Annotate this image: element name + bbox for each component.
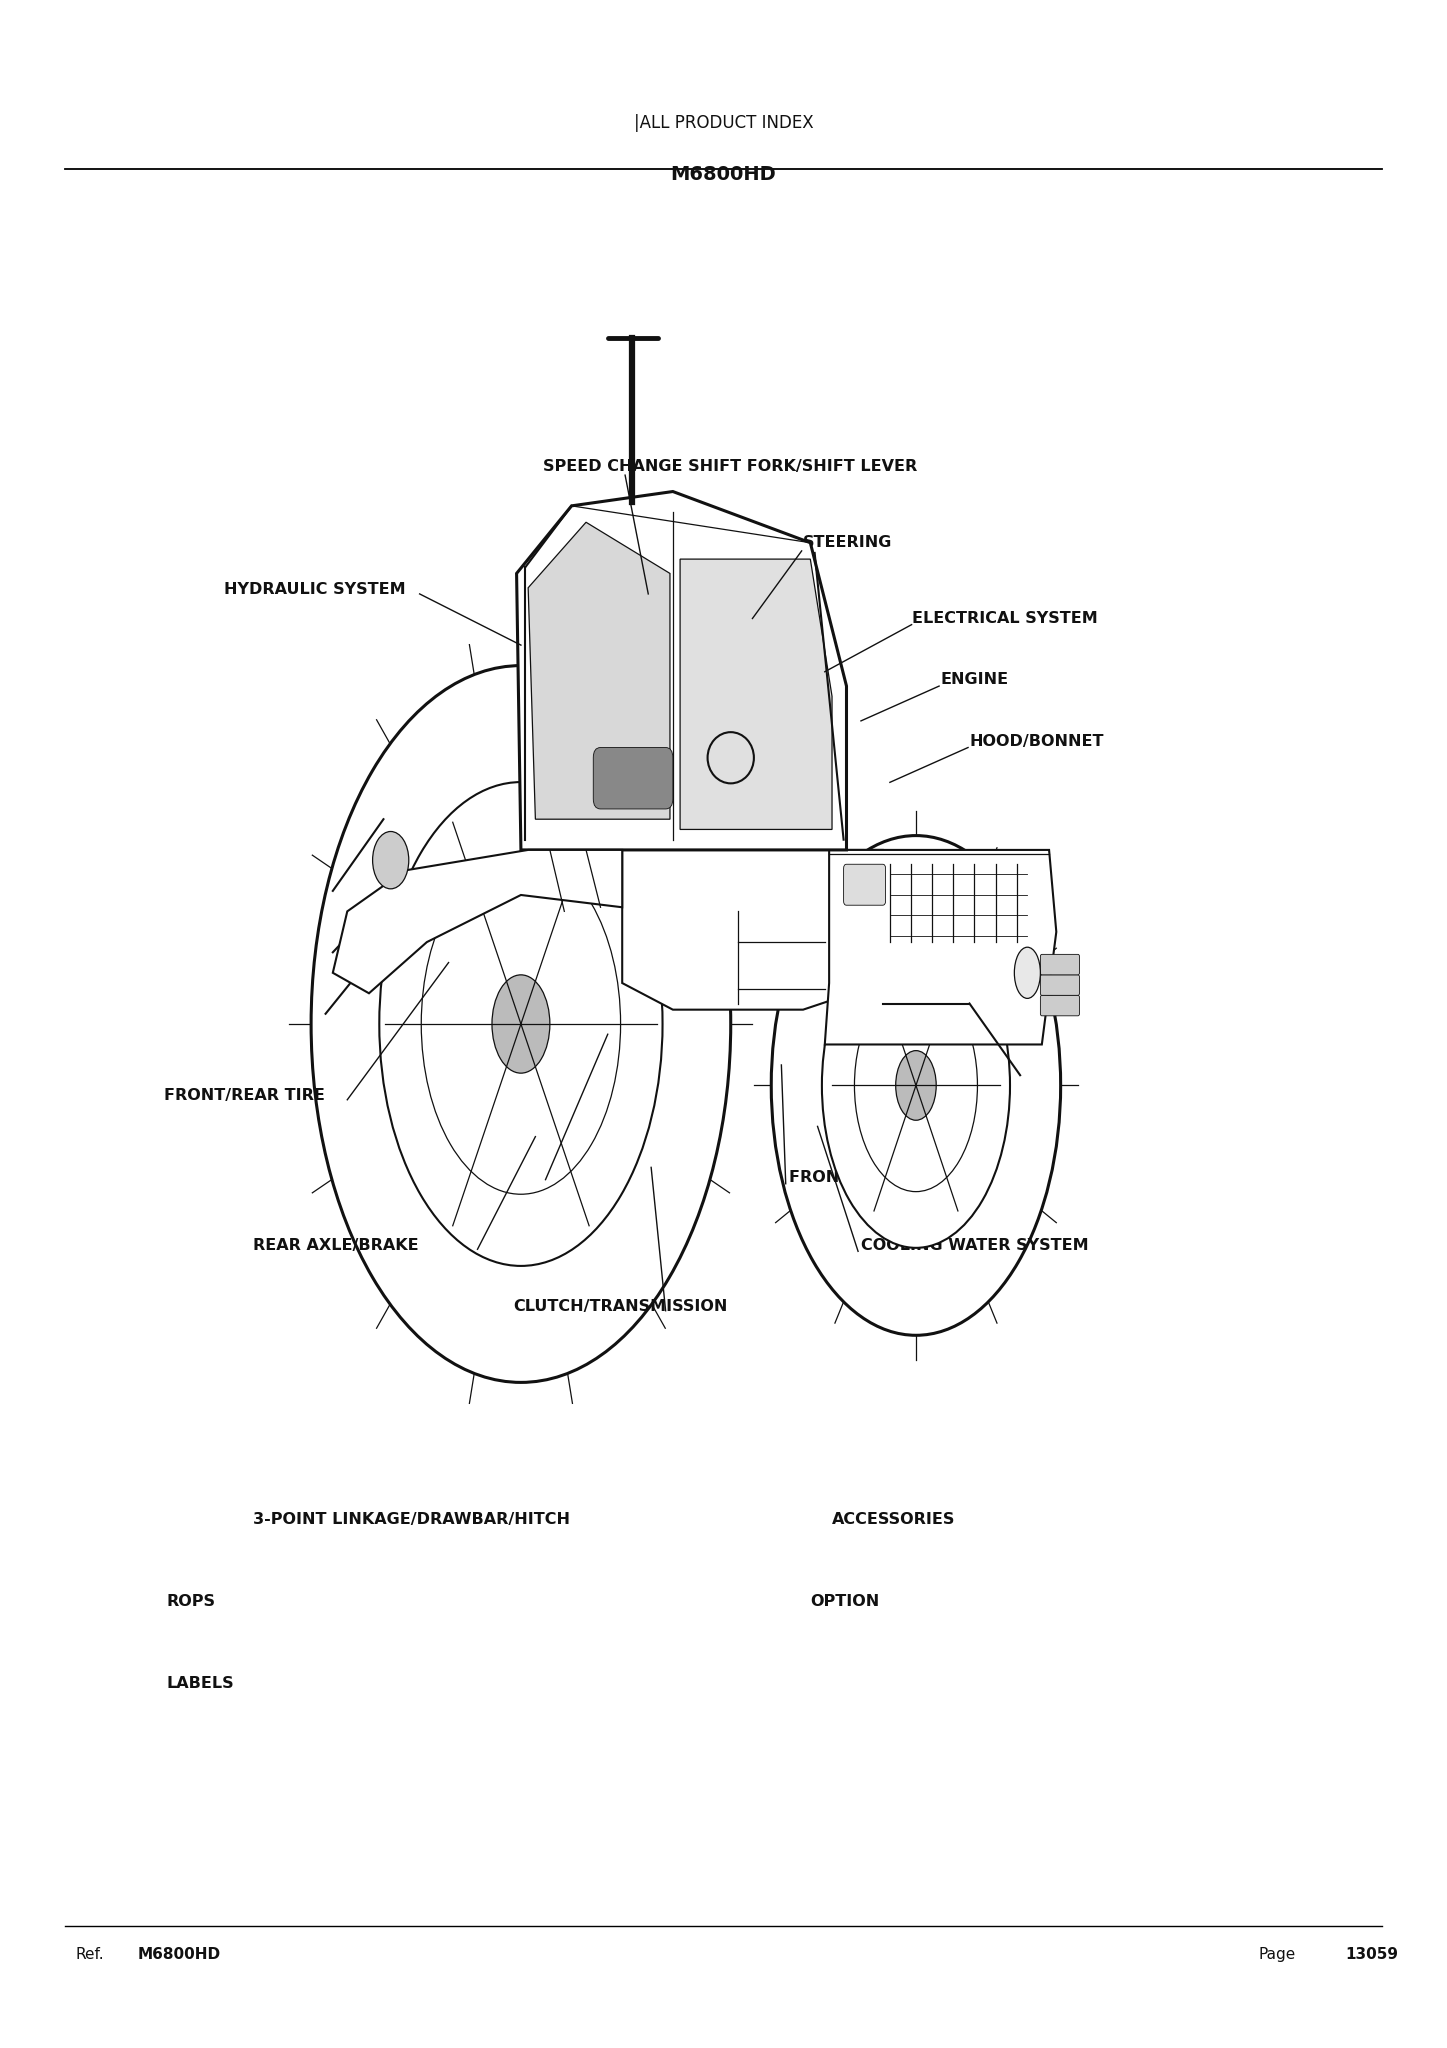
Text: HYDRAULIC SYSTEM: HYDRAULIC SYSTEM <box>224 582 407 598</box>
Text: ELECTRICAL SYSTEM: ELECTRICAL SYSTEM <box>912 610 1097 627</box>
Polygon shape <box>528 522 670 819</box>
Text: M6800HD: M6800HD <box>670 166 777 184</box>
FancyBboxPatch shape <box>1040 975 1079 995</box>
Ellipse shape <box>822 924 1010 1247</box>
Ellipse shape <box>379 782 663 1266</box>
Text: ROPS: ROPS <box>166 1593 216 1610</box>
Text: Page: Page <box>1259 1946 1297 1962</box>
Ellipse shape <box>771 836 1061 1335</box>
Text: FRONT AXLE/CHASSIS: FRONT AXLE/CHASSIS <box>789 1169 985 1186</box>
Text: LABELS: LABELS <box>166 1675 234 1692</box>
Text: 13059: 13059 <box>1346 1946 1399 1962</box>
Ellipse shape <box>896 1051 936 1120</box>
Text: ACCESSORIES: ACCESSORIES <box>832 1511 955 1528</box>
FancyBboxPatch shape <box>593 748 673 809</box>
Ellipse shape <box>1014 948 1040 999</box>
Text: STEERING: STEERING <box>803 535 893 551</box>
Text: SPEED CHANGE SHIFT FORK/SHIFT LEVER: SPEED CHANGE SHIFT FORK/SHIFT LEVER <box>543 459 917 475</box>
Polygon shape <box>825 850 1056 1044</box>
Ellipse shape <box>311 666 731 1382</box>
FancyBboxPatch shape <box>844 864 886 905</box>
Text: REAR AXLE/BRAKE: REAR AXLE/BRAKE <box>253 1237 418 1253</box>
Ellipse shape <box>492 975 550 1073</box>
Text: |ALL PRODUCT INDEX: |ALL PRODUCT INDEX <box>634 115 813 131</box>
Ellipse shape <box>373 831 408 889</box>
Text: FRONT/REAR TIRE: FRONT/REAR TIRE <box>164 1087 324 1104</box>
Polygon shape <box>333 850 622 993</box>
Text: ENGINE: ENGINE <box>941 672 1009 688</box>
Polygon shape <box>622 850 883 1010</box>
Text: FUEL SYSTEM: FUEL SYSTEM <box>446 1169 569 1186</box>
Polygon shape <box>517 492 846 850</box>
Text: Ref.: Ref. <box>75 1946 104 1962</box>
Text: CLUTCH/TRANSMISSION: CLUTCH/TRANSMISSION <box>514 1298 728 1315</box>
Text: OPTION: OPTION <box>810 1593 880 1610</box>
Text: HOOD/BONNET: HOOD/BONNET <box>969 733 1104 750</box>
Text: 3-POINT LINKAGE/DRAWBAR/HITCH: 3-POINT LINKAGE/DRAWBAR/HITCH <box>253 1511 570 1528</box>
Polygon shape <box>680 559 832 829</box>
FancyBboxPatch shape <box>1040 995 1079 1016</box>
Text: COOLING WATER SYSTEM: COOLING WATER SYSTEM <box>861 1237 1088 1253</box>
Text: M6800HD: M6800HD <box>137 1946 220 1962</box>
FancyBboxPatch shape <box>1040 954 1079 975</box>
